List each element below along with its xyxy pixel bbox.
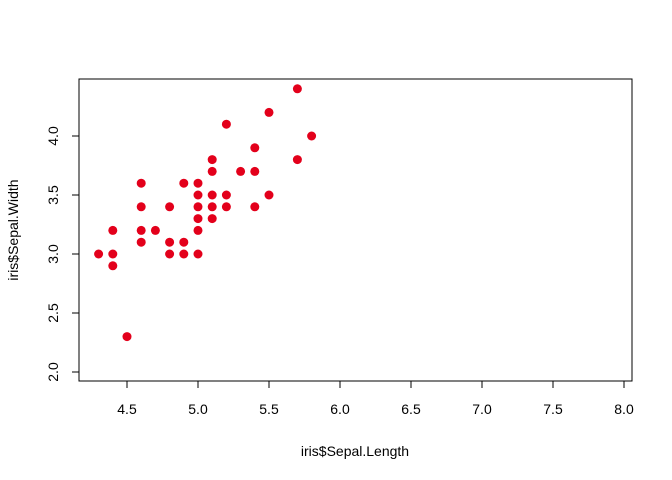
data-point [250, 143, 260, 153]
data-point [179, 178, 189, 188]
data-point [264, 107, 274, 117]
x-tick-label: 7.5 [543, 401, 563, 417]
x-tick-label: 4.5 [117, 401, 137, 417]
x-tick-label: 8.0 [614, 401, 634, 417]
data-point [250, 202, 260, 212]
y-tick-label: 2.0 [45, 362, 61, 382]
data-point [165, 237, 175, 247]
y-axis: 2.0 2.5 3.0 3.5 4.0 [45, 126, 80, 382]
y-axis-title: iris$Sepal.Width [5, 179, 21, 280]
data-point [221, 190, 231, 200]
data-point [193, 225, 203, 235]
data-point [250, 166, 260, 176]
data-point [236, 166, 246, 176]
x-tick-label: 5.0 [188, 401, 208, 417]
data-point [292, 84, 302, 94]
data-point [179, 237, 189, 247]
x-tick-label: 6.0 [330, 401, 350, 417]
data-point [136, 225, 146, 235]
data-point [221, 119, 231, 129]
data-point [193, 214, 203, 224]
data-point [292, 155, 302, 165]
y-tick-label: 4.0 [45, 126, 61, 146]
points-layer [94, 84, 317, 342]
data-point [307, 131, 317, 141]
data-point [193, 178, 203, 188]
data-point [207, 202, 217, 212]
data-point [150, 225, 160, 235]
x-axis-title: iris$Sepal.Length [301, 443, 409, 459]
data-point [94, 249, 104, 259]
x-tick-label: 7.0 [472, 401, 492, 417]
data-point [165, 249, 175, 259]
y-tick-label: 2.5 [45, 303, 61, 323]
x-tick-label: 5.5 [259, 401, 279, 417]
data-point [193, 249, 203, 259]
data-point [221, 202, 231, 212]
x-axis: 4.5 5.0 5.5 6.0 6.5 7.0 7.5 8.0 [117, 380, 634, 417]
data-point [108, 249, 118, 259]
x-tick-label: 6.5 [401, 401, 421, 417]
data-point [207, 166, 217, 176]
data-point [165, 202, 175, 212]
data-point [179, 249, 189, 259]
y-tick-label: 3.0 [45, 244, 61, 264]
data-point [136, 237, 146, 247]
data-point [207, 190, 217, 200]
data-point [108, 225, 118, 235]
data-point [207, 155, 217, 165]
data-point [193, 202, 203, 212]
data-point [207, 214, 217, 224]
data-point [136, 202, 146, 212]
data-point [193, 190, 203, 200]
plot-frame [78, 78, 633, 382]
data-point [122, 332, 132, 342]
y-tick-label: 3.5 [45, 185, 61, 205]
data-point [264, 190, 274, 200]
data-point [108, 261, 118, 271]
data-point [136, 178, 146, 188]
